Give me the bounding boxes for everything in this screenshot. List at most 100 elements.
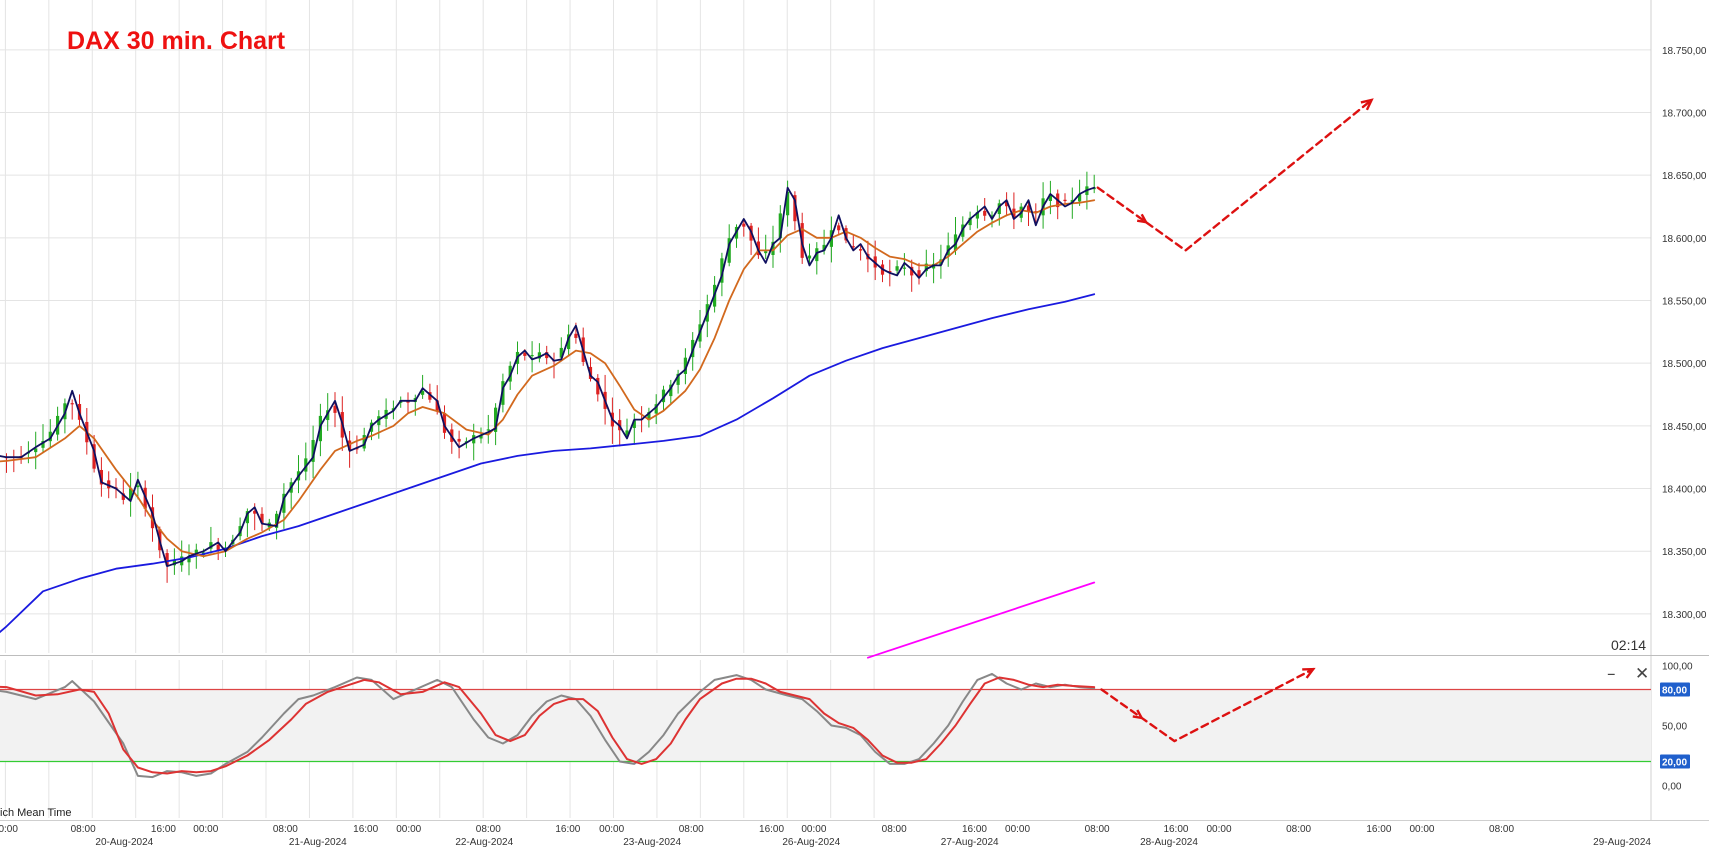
candle-body [362,435,366,449]
chart-title: DAX 30 min. Chart [67,27,286,55]
candle-body [194,549,198,554]
candle-body [990,215,994,217]
price-axis-label: 18.300,00 [1662,610,1707,621]
level-badge [1660,754,1690,769]
candle-body [669,384,673,397]
close-panel-button[interactable]: ✕ [1635,664,1650,684]
candle-body [494,407,498,432]
stochastic-k-line [0,672,1096,779]
candle-body [99,469,103,485]
date-axis-label: 29-Aug-2024 [1593,837,1651,847]
time-axis-label: 08:00 [71,824,96,835]
candle-body [253,510,257,514]
oscillator-axis-label: 0,00 [1662,782,1682,793]
time-axis-label: 00:00 [0,824,18,835]
candle-body [939,259,943,265]
time-axis-label: 00:00 [1207,824,1232,835]
slow-moving-average-line [0,293,1096,634]
time-axis-label: 16:00 [962,824,987,835]
candle-body [333,405,337,413]
candle-body [129,488,133,500]
candle-body [837,225,841,231]
price-axis-label: 18.350,00 [1662,547,1707,558]
candle-body [771,241,775,256]
time-axis-label: 16:00 [151,824,176,835]
candle-body [275,513,279,528]
candle-body [924,263,928,272]
candle-body [523,352,527,356]
candle-body [742,223,746,227]
candle-body [1048,194,1052,202]
candle-body [545,352,549,359]
date-axis-label: 20-Aug-2024 [95,837,153,847]
candle-body [975,212,979,219]
time-axis-label: 00:00 [193,824,218,835]
candle-body [647,412,651,421]
candle-body [41,440,45,448]
candle-body [596,377,600,395]
time-axis-label: 08:00 [679,824,704,835]
time-axis-label: 16:00 [353,824,378,835]
candle-body [479,434,483,439]
time-axis-label: 00:00 [801,824,826,835]
oscillator-projection-arrow [1100,667,1315,743]
candle-body [997,203,1001,215]
date-axis-label: 27-Aug-2024 [941,837,999,847]
candle-body [428,392,432,400]
candle-body [530,354,534,357]
candle-body [807,255,812,259]
candle-body [282,493,286,513]
candle-body [304,458,308,472]
candle-body [793,195,797,222]
candle-body [632,420,636,429]
fast-moving-average-line [0,186,1096,568]
date-axis-label: 26-Aug-2024 [782,837,840,847]
candle-body [917,270,921,278]
oscillator-projection-arrow-mid-head [1132,709,1144,720]
time-axis-label: 08:00 [1085,824,1110,835]
candle-body [888,271,892,273]
candle-body [165,553,169,566]
stochastic-d-line [0,676,1096,775]
price-axis-label: 18.750,00 [1662,46,1707,57]
candle-body [311,439,315,462]
time-axis-label: 16:00 [1163,824,1188,835]
candle-body [260,513,264,524]
candle-body [537,352,541,359]
candle-body [1063,199,1067,201]
candle-body [172,559,176,566]
date-axis-label: 22-Aug-2024 [455,837,513,847]
candle-body [851,246,855,248]
candle-body [34,448,38,453]
candle-body [457,438,461,442]
candle-body [1078,194,1082,202]
candle-body [968,217,972,226]
candle-body [764,251,768,254]
price-projection-arrow-head [1360,98,1374,111]
price-axis-label: 18.400,00 [1662,485,1707,496]
time-axis-label: 16:00 [1366,824,1391,835]
time-axis-label: 08:00 [882,824,907,835]
candle-body [348,440,352,451]
candle-body [209,542,213,549]
time-axis-label: 08:00 [1286,824,1311,835]
time-axis-label: 08:00 [1489,824,1514,835]
candle-body [421,390,425,395]
candle-body [121,493,125,500]
candle-body [895,266,899,271]
price-axis-label: 18.500,00 [1662,359,1707,370]
minimize-panel-button[interactable]: – [1607,664,1616,684]
candle-body [786,191,790,216]
level-badge-label: 20,00 [1662,758,1687,769]
date-axis-label: 21-Aug-2024 [289,837,347,847]
time-axis-label: 00:00 [1005,824,1030,835]
date-axis-label: 23-Aug-2024 [623,837,681,847]
candle-body [216,544,220,551]
candle-body [92,444,96,469]
candle-body [727,238,731,263]
candle-body [486,429,490,431]
candle-body [983,210,987,216]
time-axis-label: 08:00 [476,824,501,835]
candle-body [435,400,439,412]
